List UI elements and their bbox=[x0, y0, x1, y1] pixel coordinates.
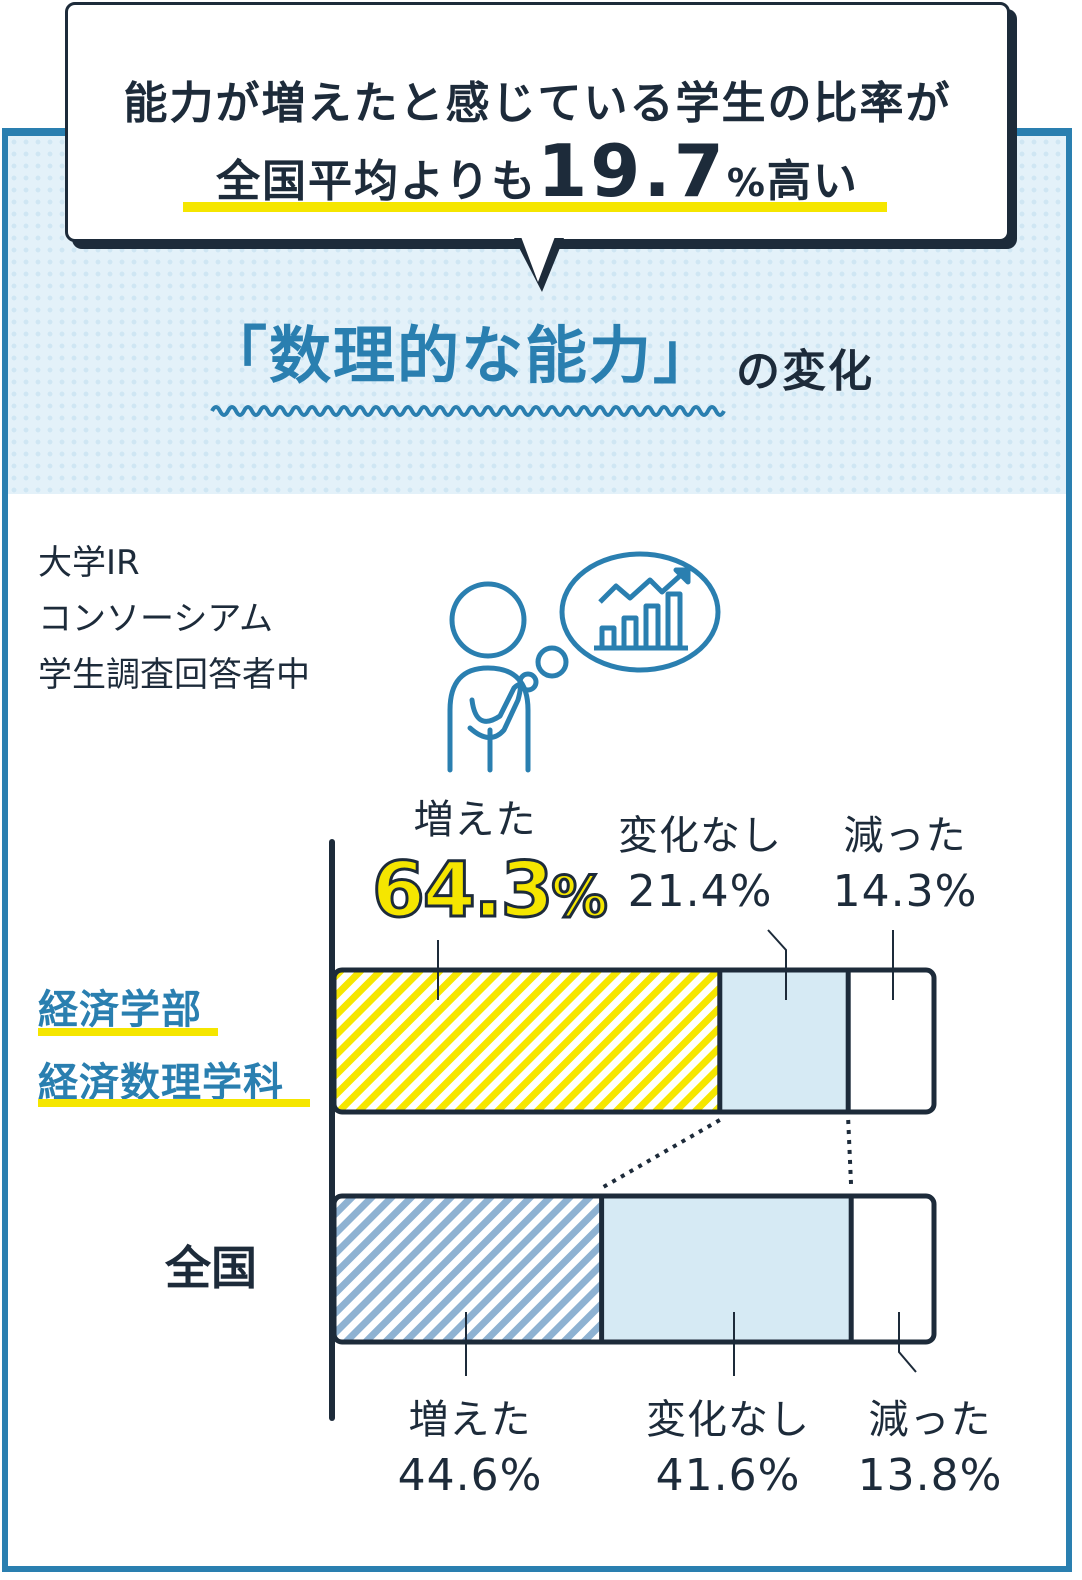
label-increased-national-name: 増えた bbox=[408, 1397, 532, 1443]
bubble-line-2: 全国平均よりも19.7%高い bbox=[68, 129, 1007, 213]
faculty-line-1-underline bbox=[38, 1028, 218, 1036]
bar-increased-faculty bbox=[334, 970, 720, 1112]
bubble-line-2-suffix: 高い bbox=[766, 156, 859, 207]
dotted-connector-1 bbox=[600, 1118, 721, 1190]
label-nochange-faculty: 変化なし 21.4% bbox=[600, 808, 800, 920]
label-nochange-faculty-name: 変化なし bbox=[618, 813, 782, 859]
speech-bubble-tail bbox=[514, 234, 564, 292]
bar-decreased-national bbox=[851, 1196, 934, 1342]
category-label-national: 全国 bbox=[165, 1241, 257, 1295]
source-line-3: 学生調査回答者中 bbox=[38, 655, 310, 695]
label-decreased-national-name: 減った bbox=[868, 1397, 992, 1443]
label-decreased-faculty-name: 減った bbox=[843, 813, 967, 859]
thinking-person-icon bbox=[447, 551, 721, 773]
label-increased-national: 増えた 44.6% bbox=[380, 1392, 560, 1504]
bubble-percent-sign: % bbox=[726, 161, 767, 205]
label-decreased-national: 減った 13.8% bbox=[845, 1392, 1015, 1504]
bar-increased-national bbox=[334, 1196, 602, 1342]
category-label-faculty-line-2: 経済数理学科 bbox=[38, 1060, 284, 1106]
bar-decreased-faculty bbox=[848, 970, 934, 1112]
bar-nochange-national bbox=[601, 1196, 852, 1342]
bubble-line-1: 能力が増えたと感じている学生の比率が bbox=[123, 78, 952, 129]
value-increased-faculty-percent: % bbox=[550, 864, 609, 932]
value-nochange-national: 41.6% bbox=[655, 1450, 801, 1501]
source-line-1: 大学IR bbox=[38, 543, 140, 583]
label-nochange-national: 変化なし 41.6% bbox=[628, 1392, 828, 1504]
faculty-line-2-underline bbox=[38, 1099, 310, 1107]
value-decreased-faculty: 14.3% bbox=[832, 866, 978, 917]
label-decreased-faculty: 減った 14.3% bbox=[820, 808, 990, 920]
value-increased-faculty: 64.3% bbox=[371, 844, 610, 936]
page-title-suffix: の変化 bbox=[736, 346, 874, 397]
page-title: 「数理的な能力」 bbox=[205, 319, 718, 392]
value-nochange-faculty: 21.4% bbox=[627, 866, 773, 917]
value-increased-national: 44.6% bbox=[397, 1450, 543, 1501]
bubble-highlight-number: 19.7 bbox=[537, 129, 727, 213]
title-wave-underline bbox=[210, 405, 726, 417]
bar-nochange-faculty bbox=[719, 970, 849, 1112]
bubble-line-2-prefix: 全国平均よりも bbox=[216, 156, 538, 207]
label-increased-faculty: 増えた bbox=[413, 797, 537, 843]
value-increased-faculty-number: 64.3 bbox=[371, 844, 556, 936]
leader-nochange-faculty bbox=[767, 929, 787, 1000]
leader-decreased-national bbox=[898, 1312, 917, 1373]
dotted-connector-2 bbox=[846, 1119, 854, 1189]
category-label-faculty-line-1: 経済学部 bbox=[38, 987, 202, 1033]
source-note: 大学IR コンソーシアム 学生調査回答者中 bbox=[38, 535, 310, 703]
growth-chart-icon bbox=[594, 567, 691, 651]
label-nochange-national-name: 変化なし bbox=[646, 1397, 810, 1443]
value-decreased-national: 13.8% bbox=[857, 1450, 1003, 1501]
bubble-underline bbox=[183, 202, 887, 212]
source-line-2: コンソーシアム bbox=[38, 599, 273, 639]
